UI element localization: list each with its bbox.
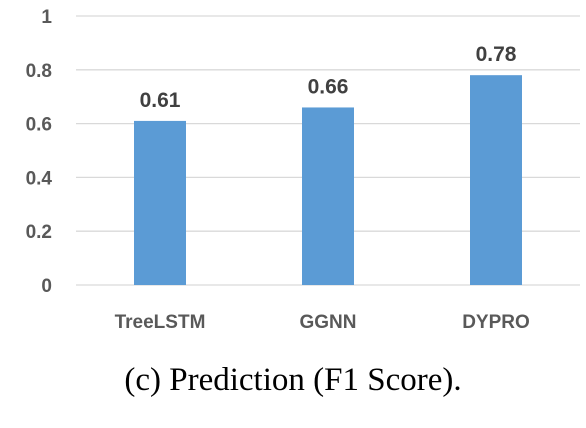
category-label: GGNN: [300, 312, 357, 333]
bar-ggnn: [302, 107, 354, 286]
category-label: DYPRO: [462, 312, 530, 333]
bar-chart: 0 0.2 0.4 0.6 0.8 1 0.61 0.66 0.78 TreeLSTM GGNN…: [26, 7, 580, 333]
y-axis-ticks: 0 0.2 0.4 0.6 0.8 1: [26, 7, 53, 297]
data-label: 0.66: [308, 75, 349, 98]
bars: [134, 75, 522, 286]
y-tick-label: 0: [41, 276, 52, 297]
data-labels: 0.61 0.66 0.78: [140, 43, 517, 112]
category-label: TreeLSTM: [115, 312, 206, 333]
bar-treelstm: [134, 120, 186, 285]
y-tick-label: 0.6: [26, 115, 52, 136]
bar-dypro: [470, 75, 522, 286]
category-labels: TreeLSTM GGNN DYPRO: [115, 312, 530, 333]
y-tick-label: 1: [41, 7, 52, 28]
data-label: 0.78: [476, 43, 517, 66]
data-label: 0.61: [140, 89, 181, 112]
figure-caption: (c) Prediction (F1 Score).: [124, 362, 462, 398]
y-tick-label: 0.8: [26, 61, 52, 82]
y-tick-label: 0.4: [26, 168, 53, 189]
y-tick-label: 0.2: [26, 222, 52, 243]
